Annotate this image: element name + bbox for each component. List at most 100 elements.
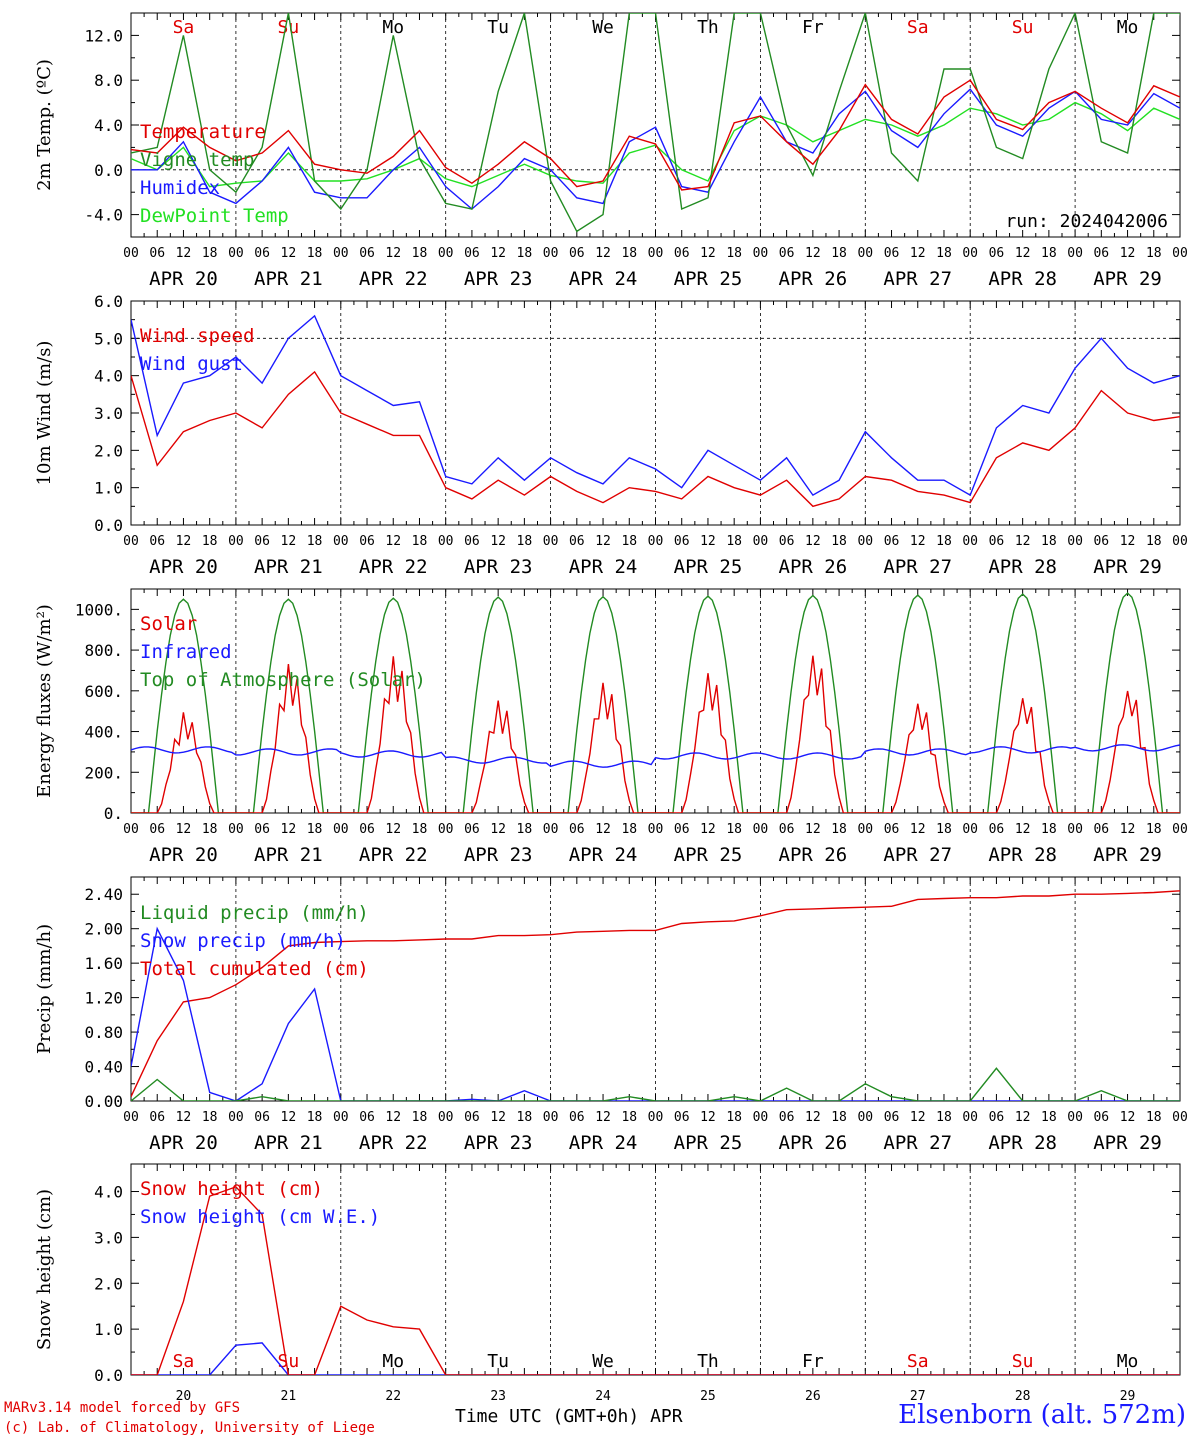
legend-entry: Temperature [140, 121, 266, 143]
hour-tick-label: 06 [149, 246, 165, 261]
hour-tick-label: 06 [989, 822, 1005, 837]
hour-tick-label: 12 [490, 822, 506, 837]
day-number-label: 20 [176, 1389, 192, 1404]
legend-entry: Solar [140, 613, 197, 635]
hour-tick-label: 12 [700, 246, 716, 261]
hour-tick-label: 18 [202, 246, 218, 261]
date-label: APR 25 [674, 556, 743, 578]
y-axis-title: Snow height (cm) [34, 1189, 55, 1350]
hour-tick-label: 18 [307, 246, 323, 261]
date-label: APR 26 [779, 268, 848, 290]
weekday-label: Fr [802, 1351, 824, 1372]
hour-tick-label: 12 [910, 1110, 926, 1125]
series-line-dewpoint-temp [131, 101, 1180, 188]
date-label: APR 23 [464, 1132, 533, 1154]
hour-tick-label: 18 [726, 822, 742, 837]
legend-entry: Snow height (cm W.E.) [140, 1206, 380, 1228]
hour-tick-label: 18 [412, 822, 428, 837]
hour-tick-label: 18 [936, 1110, 952, 1125]
date-label: APR 22 [359, 844, 428, 866]
hour-tick-label: 06 [884, 1110, 900, 1125]
hour-tick-label: 06 [1093, 534, 1109, 549]
date-label: APR 28 [988, 268, 1057, 290]
date-label: APR 29 [1093, 1132, 1162, 1154]
hour-tick-label: 00 [1067, 1110, 1083, 1125]
weekday-label: Sa [907, 1351, 929, 1372]
legend-entry: Wind gust [140, 353, 243, 375]
hour-tick-label: 00 [438, 1110, 454, 1125]
hour-tick-label: 12 [1120, 1110, 1136, 1125]
y-tick-label: 5.0 [94, 329, 123, 348]
series-line-wind-speed [131, 370, 1180, 508]
hour-tick-label: 18 [517, 534, 533, 549]
hour-tick-label: 00 [1067, 822, 1083, 837]
hour-tick-label: 06 [254, 822, 270, 837]
station-name: Elsenborn (alt. 572m) [898, 1400, 1186, 1430]
hour-tick-label: 18 [1146, 534, 1162, 549]
hour-tick-label: 00 [1172, 246, 1188, 261]
date-label: APR 28 [988, 1132, 1057, 1154]
hour-tick-label: 06 [779, 534, 795, 549]
weekday-label: Tu [487, 1351, 509, 1372]
y-tick-label: 800. [84, 641, 123, 660]
hour-tick-label: 06 [149, 534, 165, 549]
weekday-label: Sa [907, 17, 929, 38]
hour-tick-label: 12 [700, 534, 716, 549]
hour-tick-label: 18 [1146, 1110, 1162, 1125]
credit-line-1: MARv3.14 model forced by GFS [4, 1400, 241, 1416]
hour-tick-label: 12 [1015, 822, 1031, 837]
series-line-temperature [131, 79, 1180, 191]
hour-tick-label: 06 [674, 534, 690, 549]
hour-tick-label: 00 [648, 246, 664, 261]
date-label: APR 23 [464, 844, 533, 866]
y-axis-title: Precip (mm/h) [34, 924, 55, 1054]
hour-tick-label: 18 [517, 246, 533, 261]
hour-tick-label: 00 [1172, 534, 1188, 549]
hour-tick-label: 12 [490, 534, 506, 549]
legend-entry: Infrared [140, 641, 232, 663]
date-label: APR 27 [883, 1132, 952, 1154]
hour-tick-label: 12 [1015, 534, 1031, 549]
hour-tick-label: 12 [595, 1110, 611, 1125]
hour-tick-label: 00 [962, 822, 978, 837]
hour-tick-label: 06 [149, 822, 165, 837]
y-tick-label: 0.0 [94, 161, 123, 180]
day-number-label: 24 [595, 1389, 611, 1404]
hour-tick-label: 12 [700, 1110, 716, 1125]
y-tick-label: 600. [84, 682, 123, 701]
hour-tick-label: 12 [805, 822, 821, 837]
hour-tick-label: 00 [543, 534, 559, 549]
hour-tick-label: 06 [884, 246, 900, 261]
hour-tick-label: 18 [621, 246, 637, 261]
hour-tick-label: 18 [1041, 534, 1057, 549]
hour-tick-label: 00 [648, 1110, 664, 1125]
date-label: APR 26 [779, 1132, 848, 1154]
hour-tick-label: 06 [674, 822, 690, 837]
hour-tick-label: 00 [228, 822, 244, 837]
hour-tick-label: 06 [464, 246, 480, 261]
y-tick-label: 400. [84, 723, 123, 742]
weekday-label: Su [278, 17, 300, 38]
hour-tick-label: 06 [569, 822, 585, 837]
hour-tick-label: 06 [989, 1110, 1005, 1125]
hour-tick-label: 00 [228, 1110, 244, 1125]
hour-tick-label: 18 [202, 1110, 218, 1125]
hour-tick-label: 12 [1120, 822, 1136, 837]
date-label: APR 23 [464, 556, 533, 578]
weekday-label: Th [697, 17, 719, 38]
hour-tick-label: 12 [490, 246, 506, 261]
series-line-snow-precip-mm-h- [131, 926, 1180, 1101]
hour-tick-label: 12 [1120, 534, 1136, 549]
hour-tick-label: 06 [884, 822, 900, 837]
hour-tick-label: 00 [123, 246, 139, 261]
hour-tick-label: 06 [1093, 822, 1109, 837]
hour-tick-label: 12 [385, 534, 401, 549]
date-label: APR 20 [149, 268, 218, 290]
y-tick-label: 0.40 [84, 1058, 123, 1077]
hour-tick-label: 18 [831, 246, 847, 261]
hour-tick-label: 00 [228, 534, 244, 549]
x-axis-title: Time UTC (GMT+0h) APR [455, 1406, 683, 1427]
hour-tick-label: 06 [1093, 1110, 1109, 1125]
hour-tick-label: 00 [333, 534, 349, 549]
date-label: APR 27 [883, 844, 952, 866]
